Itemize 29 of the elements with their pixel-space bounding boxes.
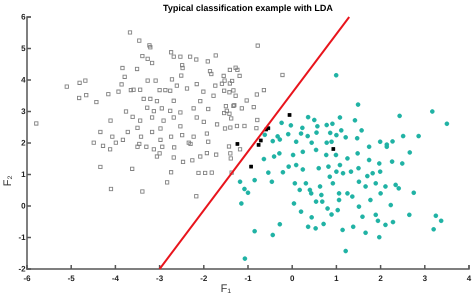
- y-tick-label: 0: [21, 202, 26, 211]
- x-tick-label: 1: [334, 274, 340, 283]
- point: [258, 138, 263, 142]
- x-tick-label: -5: [68, 274, 76, 283]
- y-tick-label: 2: [21, 138, 26, 148]
- y-tick-label: 4: [21, 76, 26, 85]
- y-tick-label: 3: [21, 107, 26, 116]
- y-tick-label: 6: [21, 12, 26, 22]
- y-tick-label: 1: [21, 170, 26, 180]
- point: [249, 164, 253, 168]
- point: [236, 142, 240, 146]
- point: [256, 143, 260, 147]
- x-tick-label: 4: [466, 274, 472, 283]
- x-tick-label: 2: [378, 274, 384, 283]
- y-axis-title: F₂: [2, 175, 14, 186]
- x-tick-label: 3: [422, 274, 428, 283]
- point: [288, 113, 292, 117]
- chart-title: Typical classification example with LDA: [163, 3, 334, 13]
- x-tick-label: -3: [156, 274, 164, 283]
- x-tick-label: -4: [112, 274, 120, 283]
- point: [331, 147, 336, 151]
- x-tick-label: -1: [244, 274, 252, 283]
- y-tick-label: -1: [18, 233, 26, 242]
- y-tick-label: 5: [21, 44, 26, 54]
- x-tick-label: 0: [290, 274, 295, 283]
- x-tick-label: -6: [23, 274, 32, 283]
- x-axis-title: F₁: [220, 283, 232, 295]
- y-tick-label: -2: [18, 264, 26, 274]
- x-tick-label: -2: [200, 274, 208, 283]
